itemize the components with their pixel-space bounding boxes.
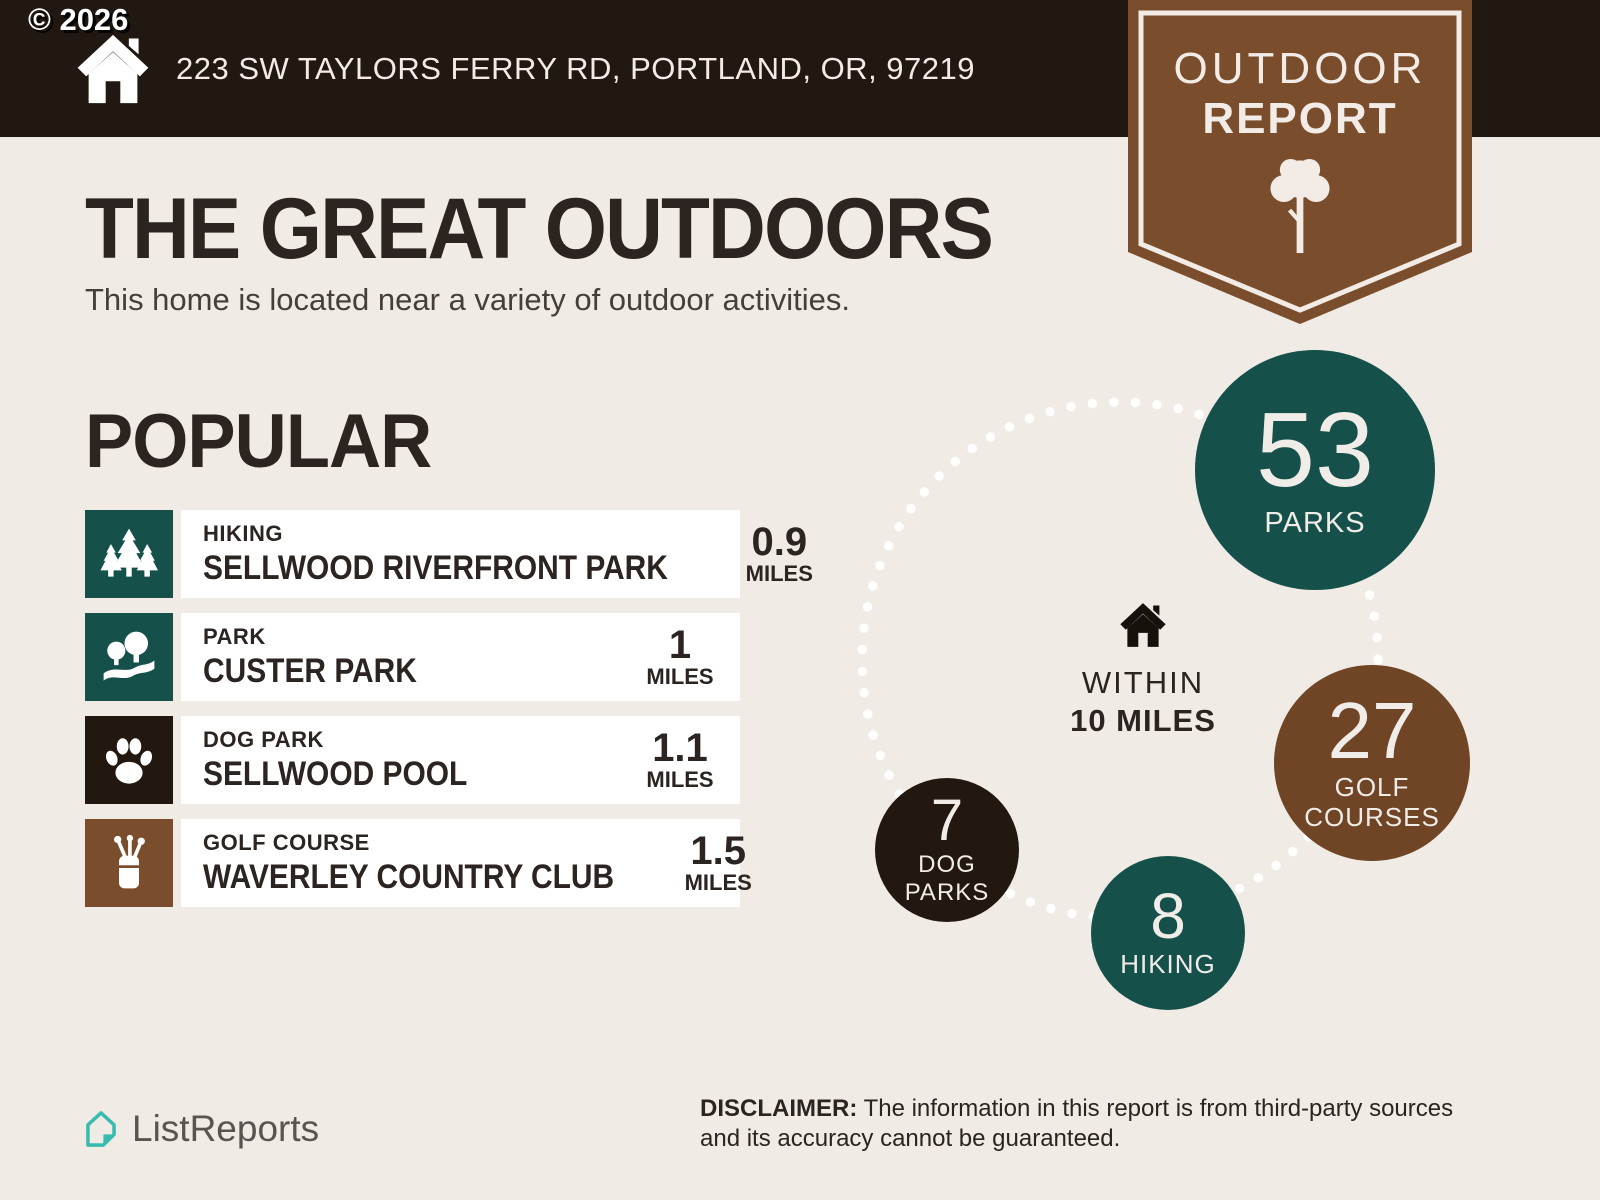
- item-distance-unit: MILES: [646, 663, 714, 689]
- stat-label: DOG PARKS: [904, 851, 990, 907]
- stat-circle-dog-parks: 7 DOG PARKS: [875, 778, 1019, 922]
- item-distance-unit: MILES: [646, 766, 714, 792]
- badge-title: OUTDOOR REPORT: [1128, 44, 1472, 144]
- listreports-brand: ListReports: [82, 1106, 319, 1152]
- popular-list: HIKING SELLWOOD RIVERFRONT PARK 0.9 MILE…: [85, 510, 813, 922]
- paw-icon: [105, 738, 153, 784]
- stat-value: 53: [1256, 390, 1374, 509]
- list-item-golf-course: GOLF COURSE WAVERLEY COUNTRY CLUB 1.5 MI…: [85, 819, 752, 907]
- item-distance: 1.5: [690, 828, 747, 873]
- list-item-card: PARK CUSTER PARK 1 MILES: [181, 613, 740, 701]
- item-distance: 1: [668, 622, 692, 667]
- badge-line1: OUTDOOR: [1173, 44, 1427, 93]
- item-distance: 1.1: [652, 725, 708, 770]
- list-item-dog-park: DOG PARK SELLWOOD POOL 1.1 MILES: [85, 716, 740, 804]
- stat-label: HIKING: [1120, 948, 1216, 979]
- stat-label: PARKS: [1264, 506, 1366, 539]
- dog-park-icon-tile: [85, 716, 173, 804]
- golf-course-icon-tile: [85, 819, 173, 907]
- popular-heading: POPULAR: [85, 399, 432, 484]
- item-name: SELLWOOD POOL: [203, 754, 468, 793]
- hiking-icon-tile: [85, 510, 173, 598]
- golf-bag-icon: [114, 834, 145, 889]
- park-trees-icon: [103, 631, 155, 681]
- item-category: PARK: [203, 623, 266, 649]
- disclaimer-label: DISCLAIMER:: [700, 1095, 858, 1122]
- item-distance-unit: MILES: [745, 560, 813, 586]
- list-item-hiking: HIKING SELLWOOD RIVERFRONT PARK 0.9 MILE…: [85, 510, 813, 598]
- within-label: WITHIN: [1081, 665, 1205, 700]
- brand-name: ListReports: [132, 1108, 320, 1149]
- miles-label: 10 MILES: [1070, 703, 1216, 738]
- item-distance: 0.9: [751, 519, 808, 564]
- item-name: WAVERLEY COUNTRY CLUB: [203, 857, 615, 896]
- list-item-card: GOLF COURSE WAVERLEY COUNTRY CLUB 1.5 MI…: [181, 819, 752, 907]
- property-address: 223 SW TAYLORS FERRY RD, PORTLAND, OR, 9…: [176, 50, 975, 86]
- home-icon: [1120, 603, 1166, 647]
- copyright-text: © 2026: [28, 2, 129, 37]
- park-icon-tile: [85, 613, 173, 701]
- outdoor-report-badge: OUTDOOR REPORT: [1128, 0, 1472, 326]
- pine-trees-icon: [100, 528, 158, 577]
- tree-icon: [1270, 158, 1330, 254]
- badge-line2: REPORT: [1202, 94, 1398, 143]
- listreports-logo-icon: [86, 1111, 116, 1147]
- stat-circle-parks: 53 PARKS: [1195, 350, 1435, 590]
- list-item-card: HIKING SELLWOOD RIVERFRONT PARK 0.9 MILE…: [181, 510, 813, 598]
- page-title: THE GREAT OUTDOORS: [85, 181, 994, 277]
- disclaimer-text: The information in this report is from t…: [700, 1095, 1454, 1152]
- item-category: HIKING: [203, 520, 283, 546]
- list-item-card: DOG PARK SELLWOOD POOL 1.1 MILES: [181, 716, 740, 804]
- stat-value: 27: [1327, 686, 1417, 776]
- stat-value: 8: [1150, 880, 1186, 953]
- radius-center-label: WITHIN 10 MILES: [1033, 600, 1253, 739]
- item-category: DOG PARK: [203, 726, 324, 752]
- dotted-radius-ring: [857, 397, 1383, 923]
- list-item-park: PARK CUSTER PARK 1 MILES: [85, 613, 740, 701]
- stat-circle-golf-courses: 27 GOLF COURSES: [1274, 665, 1470, 861]
- disclaimer: DISCLAIMER: The information in this repo…: [700, 1094, 1490, 1154]
- item-name: SELLWOOD RIVERFRONT PARK: [203, 548, 668, 587]
- stat-label: GOLF COURSES: [1304, 772, 1440, 832]
- page-subtitle: This home is located near a variety of o…: [85, 282, 851, 317]
- stat-circle-hiking: 8 HIKING: [1091, 856, 1245, 1010]
- home-icon: [77, 34, 149, 104]
- item-category: GOLF COURSE: [203, 829, 370, 855]
- item-name: CUSTER PARK: [203, 651, 417, 690]
- stat-value: 7: [930, 788, 964, 854]
- item-distance-unit: MILES: [684, 869, 752, 895]
